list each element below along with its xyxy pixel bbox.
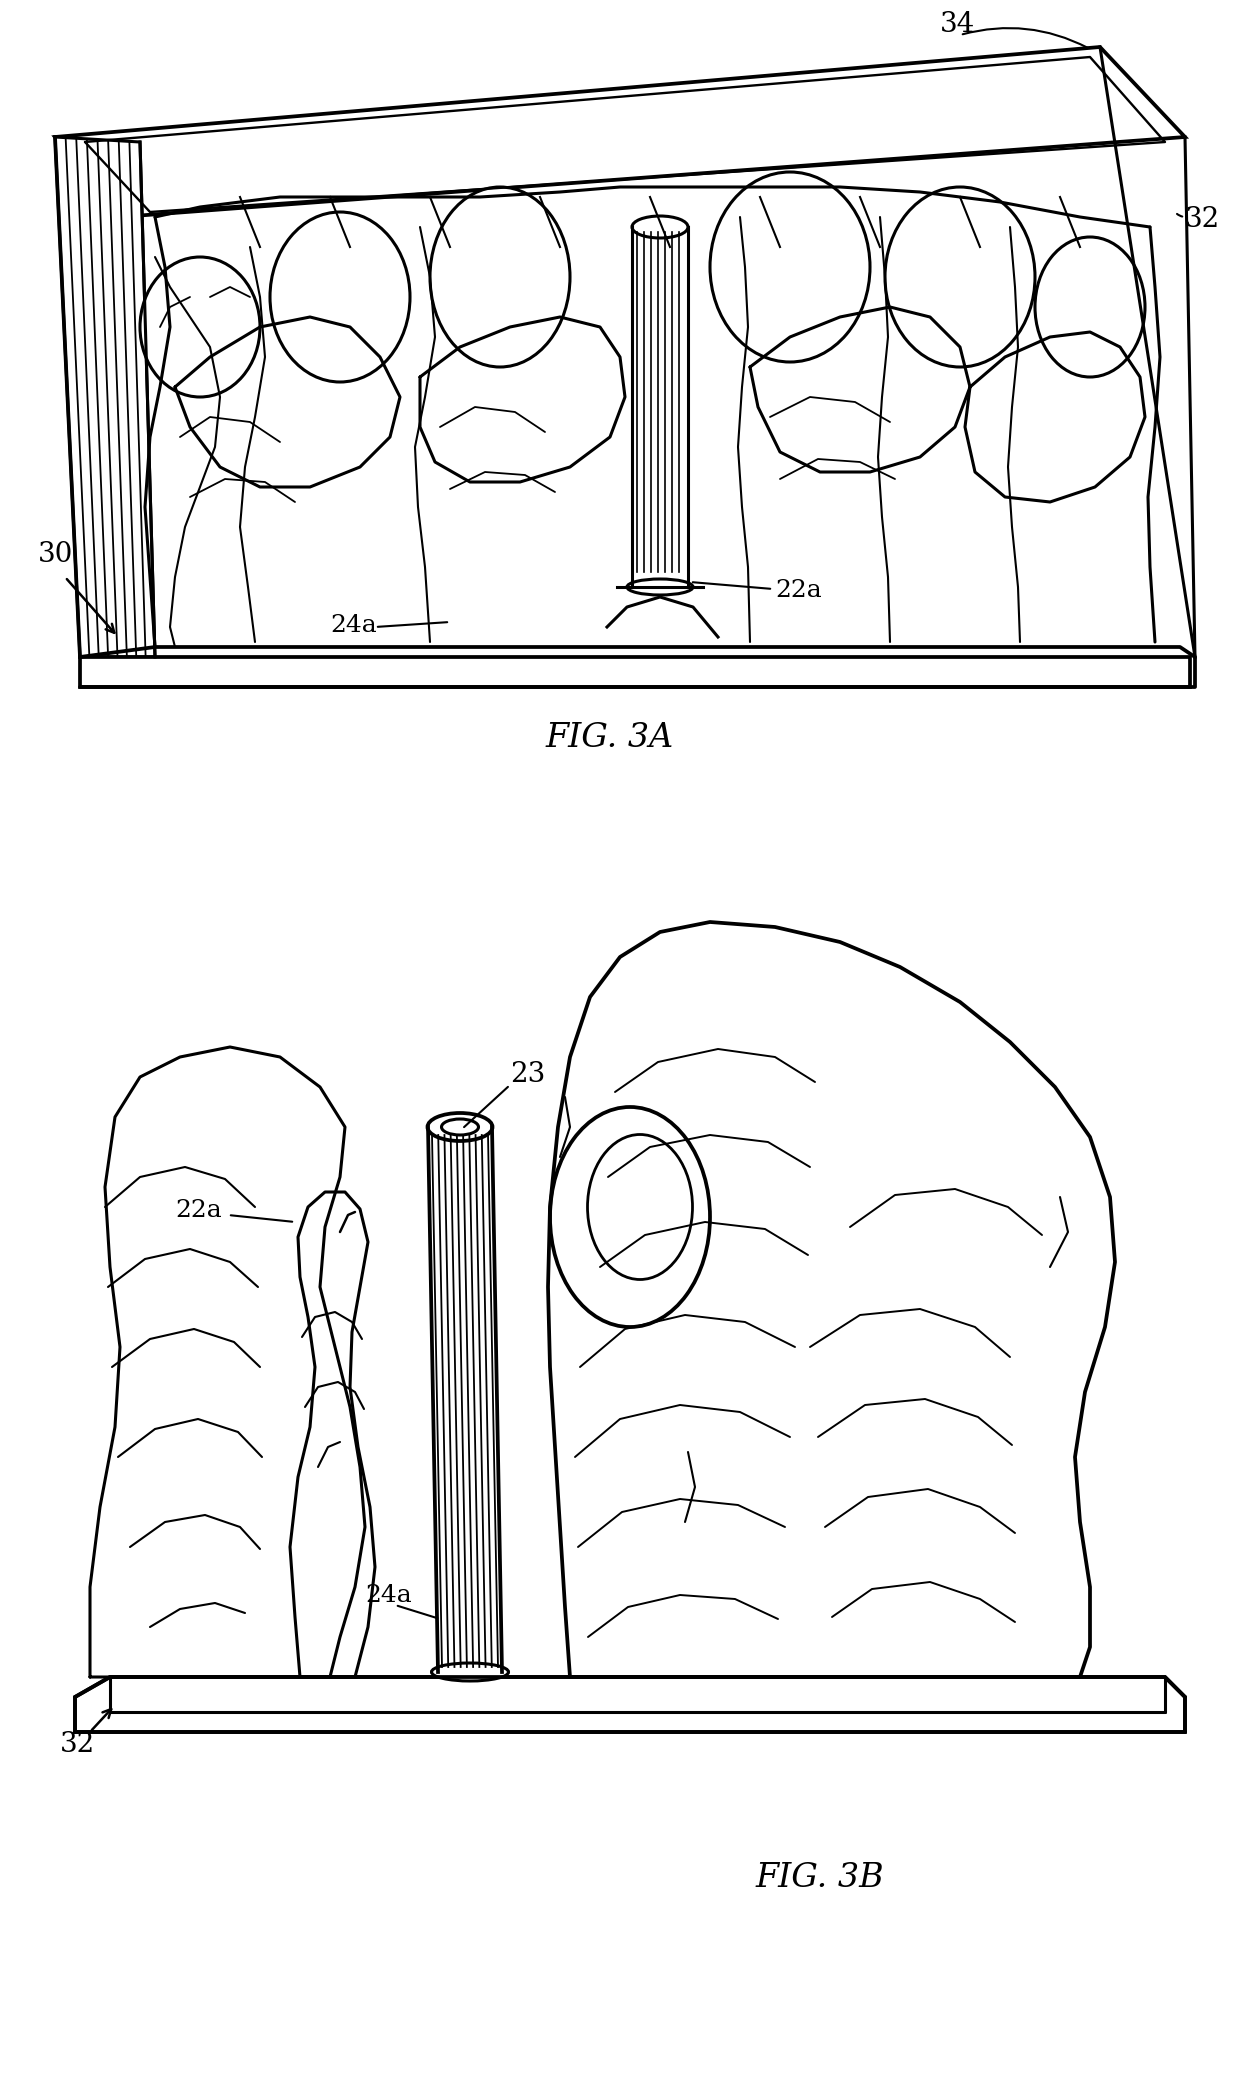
Polygon shape: [55, 138, 155, 657]
Text: FIG. 3A: FIG. 3A: [546, 722, 675, 753]
Ellipse shape: [885, 188, 1035, 367]
Polygon shape: [81, 657, 1190, 687]
Polygon shape: [55, 48, 1185, 217]
Text: 30: 30: [38, 541, 73, 568]
Text: 23: 23: [510, 1060, 546, 1087]
Ellipse shape: [270, 213, 410, 382]
Text: 24a: 24a: [330, 614, 377, 637]
Text: 22a: 22a: [175, 1200, 222, 1223]
Polygon shape: [74, 1678, 1185, 1732]
Ellipse shape: [588, 1135, 692, 1279]
Ellipse shape: [551, 1106, 711, 1327]
Ellipse shape: [428, 1112, 492, 1142]
Ellipse shape: [711, 171, 870, 361]
Ellipse shape: [632, 215, 688, 238]
Ellipse shape: [432, 1663, 508, 1680]
Ellipse shape: [627, 578, 693, 595]
Text: 24a: 24a: [365, 1584, 412, 1607]
Ellipse shape: [1035, 238, 1145, 378]
Ellipse shape: [430, 188, 570, 367]
Ellipse shape: [441, 1119, 479, 1135]
Ellipse shape: [140, 257, 260, 397]
Text: 32: 32: [60, 1730, 95, 1757]
Text: FIG. 3B: FIG. 3B: [755, 1862, 884, 1895]
Text: 22a: 22a: [775, 578, 822, 601]
Text: 32: 32: [1185, 207, 1220, 234]
Text: 34: 34: [940, 10, 975, 38]
